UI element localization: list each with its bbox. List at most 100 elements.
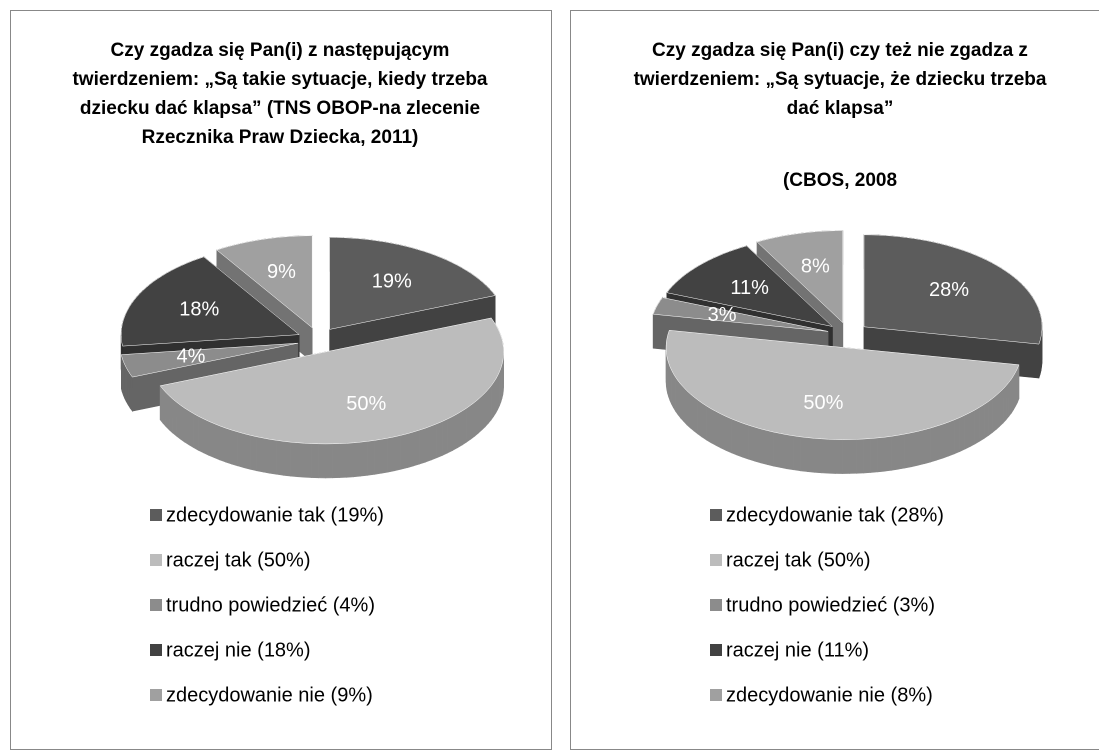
slice-side	[943, 422, 949, 458]
slice-side	[698, 400, 702, 437]
slice-side	[494, 379, 496, 417]
slice-side	[949, 420, 955, 456]
slice-side	[290, 442, 297, 477]
slice-side	[794, 436, 801, 471]
slice-side	[912, 431, 919, 466]
chart-title: Czy zgadza się Pan(i) z następującym twi…	[70, 36, 490, 152]
slice-side	[189, 411, 194, 448]
slice-side	[414, 430, 420, 466]
data-label: 19%	[372, 271, 412, 293]
slice-side	[130, 374, 132, 411]
slice-side	[878, 437, 885, 472]
slice-side	[458, 411, 463, 448]
slice-side	[716, 411, 721, 448]
slice-side	[828, 439, 835, 473]
slice-side	[263, 438, 270, 473]
slice-side	[284, 441, 291, 476]
slice-side	[1009, 379, 1012, 416]
slice-side	[277, 440, 284, 475]
slice-side	[721, 414, 726, 451]
slice-side	[420, 428, 426, 464]
slice-side	[850, 439, 857, 473]
slice-side	[807, 438, 814, 473]
slice-side	[984, 402, 988, 439]
slice-side	[864, 439, 871, 474]
slice-side	[214, 424, 220, 460]
slice-side	[905, 433, 912, 468]
slice-side	[737, 421, 743, 457]
slice-side	[731, 419, 737, 455]
slice-side	[954, 418, 960, 454]
slice-side	[453, 414, 458, 451]
slice-side	[684, 387, 687, 424]
data-label: 3%	[708, 304, 737, 326]
slice-side	[960, 415, 965, 452]
legend-label: trudno powiedzieć (4%)	[166, 594, 375, 616]
slice-side	[250, 435, 257, 471]
data-label: 9%	[267, 261, 296, 283]
slice-side	[1012, 375, 1014, 413]
slice-side	[482, 393, 485, 430]
legend-swatch	[150, 689, 162, 701]
slice-side	[761, 429, 767, 465]
slice-side	[333, 444, 340, 478]
data-label: 28%	[929, 279, 969, 301]
slice-side	[488, 386, 491, 423]
slice-side	[681, 384, 684, 421]
slice-side	[442, 419, 447, 456]
slice-side	[767, 431, 773, 467]
slice-side	[970, 410, 975, 447]
legend-label: raczej nie (18%)	[166, 639, 311, 661]
slice-side	[821, 439, 828, 473]
legend-swatch	[150, 644, 162, 656]
slice-side	[780, 433, 787, 468]
slice-side	[426, 426, 432, 462]
slice-side	[965, 413, 970, 450]
slice-side	[674, 374, 676, 412]
slice-side	[918, 430, 924, 466]
slice-side	[924, 428, 930, 464]
slice-side	[937, 424, 943, 460]
slice-side	[347, 443, 354, 478]
slice-side	[340, 443, 347, 477]
chart-subtitle: (CBOS, 2008	[630, 166, 1050, 195]
slice-side	[687, 391, 691, 428]
slice-side	[871, 438, 878, 473]
slice-side	[169, 396, 173, 433]
slice-side	[244, 434, 250, 470]
slice-side	[257, 437, 264, 472]
slice-side	[166, 393, 169, 430]
slice-side	[835, 440, 842, 474]
slice-side	[678, 381, 681, 418]
slice-side	[842, 440, 849, 474]
legend-label: zdecydowanie tak (28%)	[726, 504, 944, 526]
slice-side	[1000, 389, 1003, 426]
data-label: 8%	[801, 256, 830, 278]
slice-side	[180, 405, 184, 442]
slice-side	[743, 423, 749, 459]
slice-side	[676, 377, 678, 414]
slice-side	[975, 407, 980, 444]
legend-label: zdecydowanie nie (9%)	[166, 684, 373, 706]
slice-side	[702, 403, 706, 440]
slice-side	[326, 444, 333, 478]
slice-side	[407, 432, 413, 468]
slice-side	[173, 399, 177, 436]
slice-side	[726, 416, 731, 452]
slice-side	[304, 443, 311, 477]
slice-side	[368, 440, 375, 475]
data-label: 50%	[346, 393, 386, 415]
slice-side	[491, 383, 493, 420]
data-label: 4%	[177, 346, 206, 368]
slice-side	[711, 409, 716, 446]
slice-side	[885, 436, 892, 471]
slice-side	[475, 399, 479, 436]
slice-side	[204, 419, 209, 456]
slice-side	[471, 402, 475, 439]
slice-side	[270, 439, 277, 474]
slice-side	[160, 386, 163, 423]
legend-label: zdecydowanie tak (19%)	[166, 504, 384, 526]
slice-side	[467, 405, 471, 442]
slice-side	[690, 394, 694, 431]
